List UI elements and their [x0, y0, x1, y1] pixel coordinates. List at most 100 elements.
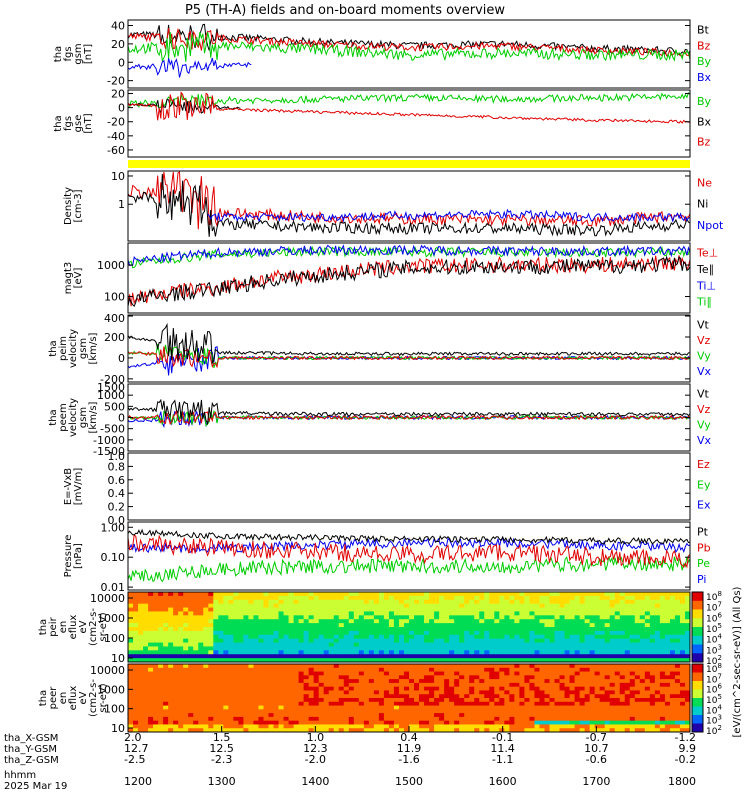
spectrogram-cell [348, 705, 355, 710]
spectrogram-cell [143, 654, 149, 659]
spectrogram-cell [348, 724, 355, 729]
spectrogram-cell [268, 650, 274, 655]
spectrogram-cell [193, 713, 199, 718]
spectrogram-cell [649, 615, 656, 620]
spectrogram-cell [659, 709, 666, 714]
spectrogram-cell [469, 698, 475, 703]
spectrogram-cell [288, 592, 294, 597]
spectrogram-cell [549, 599, 555, 605]
spectrogram-cell [609, 686, 616, 691]
spectrogram-cell [424, 638, 430, 643]
spectrogram-cell [584, 675, 591, 680]
spectrogram-cell [193, 599, 199, 605]
spectrogram-cell [454, 638, 460, 643]
spectrogram-cell [293, 713, 300, 718]
spectrogram-cell [238, 595, 244, 601]
spectrogram-cell [624, 690, 631, 695]
spectrogram-cell [283, 701, 289, 706]
spectrogram-cell [198, 603, 204, 608]
spectrogram-cell [644, 615, 651, 620]
spectrogram-cell [358, 694, 365, 699]
spectrogram-cell [153, 623, 159, 628]
spectrogram-cell [358, 634, 365, 640]
spectrogram-cell [609, 716, 616, 722]
spectrogram-cell [464, 627, 470, 632]
spectrogram-cell [519, 646, 525, 651]
spectrogram-cell [679, 611, 686, 616]
spectrogram-cell [504, 671, 510, 676]
spectrogram-cell [303, 646, 310, 651]
spectrogram-cell [669, 690, 676, 695]
spectrogram-cell [654, 630, 661, 636]
spectrogram-cell [634, 701, 641, 706]
spectrogram-cell [353, 686, 360, 691]
spectrogram-cell [589, 698, 596, 703]
spectrogram-cell [133, 694, 139, 699]
spectrogram-cell [393, 709, 400, 714]
spectrogram-cell [148, 701, 154, 706]
spectrogram-cell [368, 720, 375, 725]
spectrogram-cell [649, 701, 656, 706]
spectrogram-cell [409, 646, 415, 651]
spectrogram-cell [328, 634, 335, 640]
spectrogram-cell [449, 646, 455, 651]
spectrogram-cell [579, 701, 586, 706]
spectrogram-cell [629, 709, 636, 714]
spectrogram-cell [313, 728, 320, 733]
spectrogram-cell [158, 607, 164, 612]
spectrogram-cell [203, 634, 209, 640]
spectrogram-cell [363, 646, 370, 651]
spectrogram-cell [439, 630, 445, 636]
legend-red: Pb [697, 541, 711, 554]
spectrogram-cell [464, 728, 470, 733]
spectrogram-cell [464, 615, 470, 620]
spectrogram-cell [529, 650, 535, 655]
spectrogram-cell [414, 658, 420, 663]
spectrogram-cell [479, 627, 485, 632]
spectrogram-cell [474, 694, 480, 699]
spectrogram-cell [484, 595, 490, 601]
spectrogram-cell [449, 720, 455, 725]
spectrogram-cell [353, 713, 360, 718]
spectrogram-cell [534, 686, 540, 691]
spectrogram-cell [243, 713, 249, 718]
spectrogram-cell [494, 623, 500, 628]
spectrogram-cell [203, 623, 209, 628]
spectrogram-cell [679, 592, 686, 597]
spectrogram-cell [529, 667, 535, 672]
spectrogram-cell [168, 646, 174, 651]
spectrogram-cell [158, 716, 164, 722]
spectrogram-cell [338, 638, 345, 643]
spectrogram-cell [233, 630, 239, 636]
spectrogram-cell [388, 716, 395, 722]
series-vz-line [127, 346, 691, 369]
spectrogram-cell [133, 658, 139, 663]
spectrogram-cell [604, 619, 611, 624]
spectrogram-cell [569, 694, 575, 699]
spectrogram-cell [684, 658, 691, 663]
legend-red: Bz [697, 39, 711, 52]
spectrogram-cell [148, 603, 154, 608]
spectrogram-cell [143, 664, 149, 669]
spectrogram-cell [223, 642, 229, 647]
spectrogram-cell [659, 720, 666, 725]
spectrogram-cell [183, 630, 189, 636]
spectrogram-cell [333, 701, 340, 706]
spectrogram-cell [388, 599, 395, 605]
spectrogram-cell [409, 615, 415, 620]
spectrogram-cell [554, 627, 560, 632]
spectrogram-cell [429, 698, 435, 703]
spectrogram-cell [529, 619, 535, 624]
spectrogram-cell [559, 615, 565, 620]
spectrogram-cell [554, 658, 560, 663]
spectrogram-cell [484, 611, 490, 616]
spectrogram-cell [223, 682, 229, 688]
y-tick-label: 100 [104, 632, 125, 645]
spectrogram-cell [403, 720, 410, 725]
spectrogram-cell [449, 619, 455, 624]
spectrogram-cell [424, 671, 430, 676]
spectrogram-cell [649, 664, 656, 669]
spectrogram-cell [599, 654, 606, 659]
spectrogram-cell [519, 667, 525, 672]
spectrogram-cell [288, 705, 294, 710]
